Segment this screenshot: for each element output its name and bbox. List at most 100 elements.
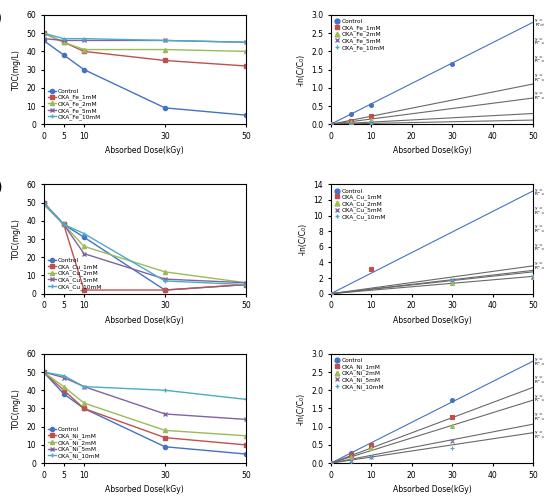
Line: OXA_Fe_1mM: OXA_Fe_1mM: [41, 31, 248, 68]
OXA_Fe_5mM: [81, 37, 87, 43]
OXA_Fe_10mM: [243, 39, 249, 45]
Y-axis label: TOC(mg/L): TOC(mg/L): [11, 388, 21, 429]
Point: [326, 290, 335, 298]
OXA_Fe_10mM: [40, 30, 47, 36]
Legend: Control, OXA_Fe_1mM, OXA_Fe_2mM, OXA_Fe_5mM, OXA_Fe_10mM: Control, OXA_Fe_1mM, OXA_Fe_2mM, OXA_Fe_…: [46, 87, 102, 122]
Control: [60, 391, 67, 397]
Point: [367, 441, 375, 449]
OXA_Cu_1mM: [162, 287, 168, 293]
Control: [81, 234, 87, 240]
Point: [326, 459, 335, 467]
OXA_Ni_2mM: [60, 383, 67, 389]
OXA_Ni_5mM: [243, 416, 249, 422]
Point: [529, 273, 537, 281]
Point: [529, 272, 537, 280]
OXA_Ni_1mM: [243, 442, 249, 448]
Point: [347, 120, 355, 127]
Point: [367, 119, 375, 126]
Control: [81, 405, 87, 411]
Point: [367, 453, 375, 461]
Point: [448, 437, 456, 445]
X-axis label: Absorbed Dose(kGy): Absorbed Dose(kGy): [393, 316, 471, 325]
Text: y = 0.0713x
R² = 1: y = 0.0713x R² = 1: [535, 243, 544, 251]
OXA_Fe_1mM: [81, 48, 87, 54]
Text: y = 0.0597x
R² = 0.9974: y = 0.0597x R² = 0.9974: [535, 206, 544, 215]
OXA_Ni_1mM: [60, 387, 67, 393]
Control: [162, 105, 168, 111]
OXA_Cu_2mM: [243, 280, 249, 286]
OXA_Cu_5mM: [81, 250, 87, 256]
OXA_Cu_10mM: [162, 278, 168, 284]
Line: OXA_Fe_2mM: OXA_Fe_2mM: [41, 31, 248, 53]
Control: [40, 200, 47, 206]
Control: [81, 67, 87, 73]
Point: [367, 444, 375, 452]
Text: y = 0.0416x
R² = 1: y = 0.0416x R² = 1: [535, 375, 544, 384]
Text: y = 0.056x
R² = 0.998: y = 0.056x R² = 0.998: [535, 224, 544, 233]
Point: [326, 290, 335, 298]
OXA_Fe_5mM: [243, 39, 249, 45]
OXA_Ni_1mM: [40, 369, 47, 375]
Text: y = 0.0144x
R² = 0.9998: y = 0.0144x R² = 0.9998: [535, 55, 544, 63]
OXA_Ni_10mM: [81, 383, 87, 389]
OXA_Fe_1mM: [40, 30, 47, 36]
OXA_Fe_2mM: [162, 47, 168, 53]
Point: [367, 119, 375, 127]
X-axis label: Absorbed Dose(kGy): Absorbed Dose(kGy): [393, 146, 471, 155]
Point: [448, 276, 456, 284]
Legend: Control, OXA_Ni_1mM, OXA_Ni_2mM, OXA_Ni_5mM, OXA_Ni_10mM: Control, OXA_Ni_1mM, OXA_Ni_2mM, OXA_Ni_…: [333, 357, 385, 391]
OXA_Ni_10mM: [40, 369, 47, 375]
Text: y = 0.056x
R² = 0.998: y = 0.056x R² = 0.998: [535, 357, 544, 366]
Legend: Control, OXA_Fe_1mM, OXA_Fe_2mM, OXA_Fe_5mM, OXA_Fe_10mM: Control, OXA_Fe_1mM, OXA_Fe_2mM, OXA_Fe_…: [333, 18, 386, 52]
Line: Control: Control: [41, 370, 248, 456]
Point: [448, 413, 456, 421]
Point: [326, 121, 335, 128]
OXA_Cu_1mM: [40, 200, 47, 206]
OXA_Fe_1mM: [162, 57, 168, 63]
Point: [326, 459, 335, 467]
Point: [367, 101, 375, 109]
OXA_Fe_2mM: [60, 39, 67, 45]
OXA_Cu_5mM: [162, 276, 168, 282]
Control: [162, 287, 168, 293]
OXA_Fe_10mM: [162, 37, 168, 43]
Text: y = 0.056x
R²=0.998: y = 0.056x R²=0.998: [535, 18, 544, 27]
Point: [367, 112, 375, 120]
Point: [347, 120, 355, 127]
Point: [448, 60, 456, 68]
X-axis label: Absorbed Dose(kGy): Absorbed Dose(kGy): [106, 316, 184, 325]
Legend: Control, OXA_Cu_1mM, OXA_Cu_2mM, OXA_Cu_5mM, OXA_Cu_10mM: Control, OXA_Cu_1mM, OXA_Cu_2mM, OXA_Cu_…: [46, 257, 104, 291]
Line: Control: Control: [41, 38, 248, 117]
Legend: Control, OXA_Cu_1mM, OXA_Cu_2mM, OXA_Cu_5mM, OXA_Cu_10mM: Control, OXA_Cu_1mM, OXA_Cu_2mM, OXA_Cu_…: [333, 187, 387, 221]
Point: [326, 121, 335, 128]
OXA_Cu_10mM: [60, 222, 67, 228]
OXA_Ni_5mM: [162, 411, 168, 417]
Control: [162, 444, 168, 450]
Line: OXA_Ni_2mM: OXA_Ni_2mM: [41, 370, 248, 438]
Text: (b): (b): [0, 180, 3, 195]
Point: [326, 459, 335, 467]
Point: [347, 110, 355, 118]
OXA_Cu_5mM: [60, 222, 67, 228]
Line: OXA_Cu_1mM: OXA_Cu_1mM: [41, 201, 248, 292]
OXA_Cu_2mM: [60, 222, 67, 228]
OXA_Ni_1mM: [81, 405, 87, 411]
Point: [326, 459, 335, 467]
Point: [326, 121, 335, 128]
Control: [60, 52, 67, 58]
OXA_Fe_5mM: [162, 37, 168, 43]
Point: [347, 117, 355, 124]
Point: [367, 265, 375, 273]
Point: [326, 290, 335, 298]
Y-axis label: TOC(mg/L): TOC(mg/L): [11, 49, 21, 90]
OXA_Ni_10mM: [162, 387, 168, 393]
OXA_Cu_10mM: [81, 231, 87, 237]
OXA_Cu_1mM: [81, 287, 87, 293]
Text: (a): (a): [0, 10, 3, 25]
Text: y = 0.0444x
R² = 0.9928: y = 0.0444x R² = 0.9928: [535, 261, 544, 269]
Point: [326, 121, 335, 128]
Point: [326, 459, 335, 467]
OXA_Fe_1mM: [60, 39, 67, 45]
OXA_Cu_2mM: [81, 244, 87, 249]
Line: OXA_Cu_2mM: OXA_Cu_2mM: [41, 202, 248, 285]
